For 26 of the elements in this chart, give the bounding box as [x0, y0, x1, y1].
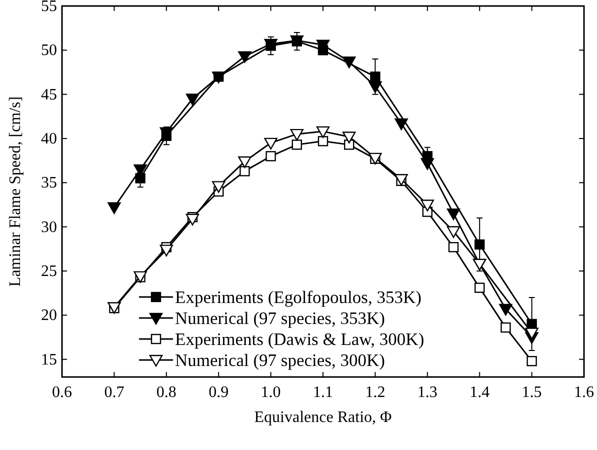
legend-label: Experiments (Dawis & Law, 300K) — [175, 329, 424, 349]
x-tick-label: 0.7 — [104, 384, 124, 401]
legend-label: Numerical (97 species, 300K) — [175, 350, 386, 370]
x-tick-label: 0.9 — [208, 384, 229, 401]
y-tick-label: 20 — [41, 307, 57, 324]
x-tick-label: 0.6 — [52, 384, 72, 401]
legend-label: Experiments (Egolfopoulos, 353K) — [175, 287, 422, 307]
x-tick-label: 1.3 — [417, 384, 438, 401]
x-tick-label: 1.5 — [522, 384, 542, 401]
x-tick-label: 1.6 — [574, 384, 594, 401]
y-tick-label: 15 — [41, 351, 57, 368]
x-tick-label: 1.0 — [260, 384, 281, 401]
y-tick-label: 50 — [41, 42, 57, 60]
y-tick-label: 45 — [41, 86, 57, 104]
x-tick-label: 1.4 — [470, 384, 490, 401]
x-axis-title: Equivalence Ratio, Φ — [254, 409, 392, 426]
y-tick-label: 55 — [41, 0, 57, 15]
y-axis-title: Laminar Flame Speed, [cm/s] — [7, 96, 24, 287]
x-tick-label: 0.8 — [156, 384, 176, 401]
y-tick-label: 25 — [41, 263, 57, 280]
x-tick-label: 1.2 — [365, 384, 386, 401]
legend-label: Numerical (97 species, 353K) — [175, 308, 386, 328]
y-tick-label: 40 — [41, 130, 57, 148]
y-tick-label: 30 — [41, 218, 57, 236]
x-tick-label: 1.1 — [313, 384, 333, 401]
y-tick-label: 35 — [41, 174, 57, 192]
